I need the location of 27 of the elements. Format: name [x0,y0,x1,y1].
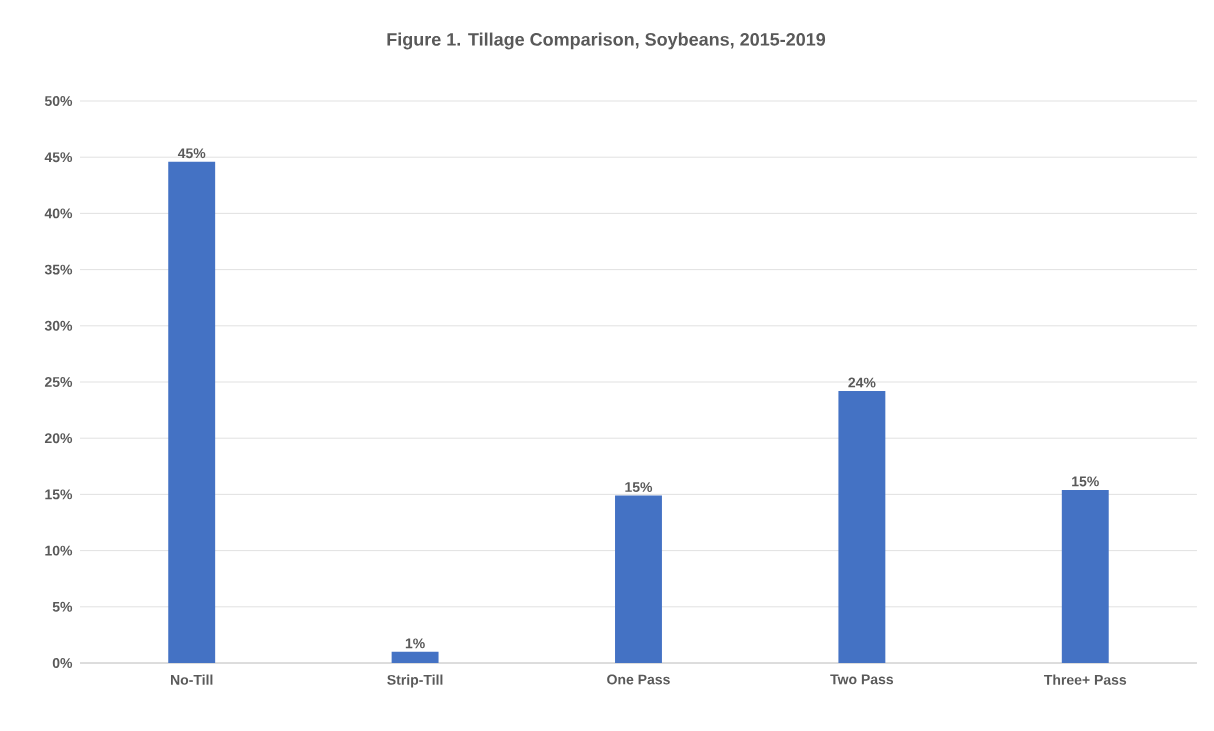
y-tick-label: 20% [44,433,73,444]
bar [391,651,439,663]
x-tick-label: No-Till [170,674,213,685]
bar [615,495,662,663]
y-tick-label: 40% [44,208,73,219]
y-tick-label: 45% [44,152,73,163]
y-tick-label: 10% [45,545,73,556]
data-label: 1% [405,638,425,649]
data-label: 15% [1072,476,1099,487]
y-tick-label: 35% [44,264,73,275]
y-tick-label: 30% [44,320,73,331]
x-tick-label: One Pass [607,674,670,685]
x-tick-label: Strip-Till [387,674,443,688]
x-tick-label: Two Pass [830,674,894,685]
y-tick-label: 50% [44,96,73,106]
bar [1061,489,1109,663]
data-label: 15% [625,482,653,493]
data-label: 45% [177,148,206,159]
y-tick-label: 15% [45,489,73,500]
y-tick-label: 0% [52,658,73,668]
chart-title: Figure 1. Tillage Comparison, Soybeans, 2015-2019 [387,32,826,50]
y-tick-label: 5% [52,601,73,612]
data-label: 24% [848,377,876,388]
bar [168,161,216,663]
y-tick-label: 25% [44,377,73,387]
bar [838,390,886,663]
x-tick-label: Three+ Pass [1043,674,1127,685]
